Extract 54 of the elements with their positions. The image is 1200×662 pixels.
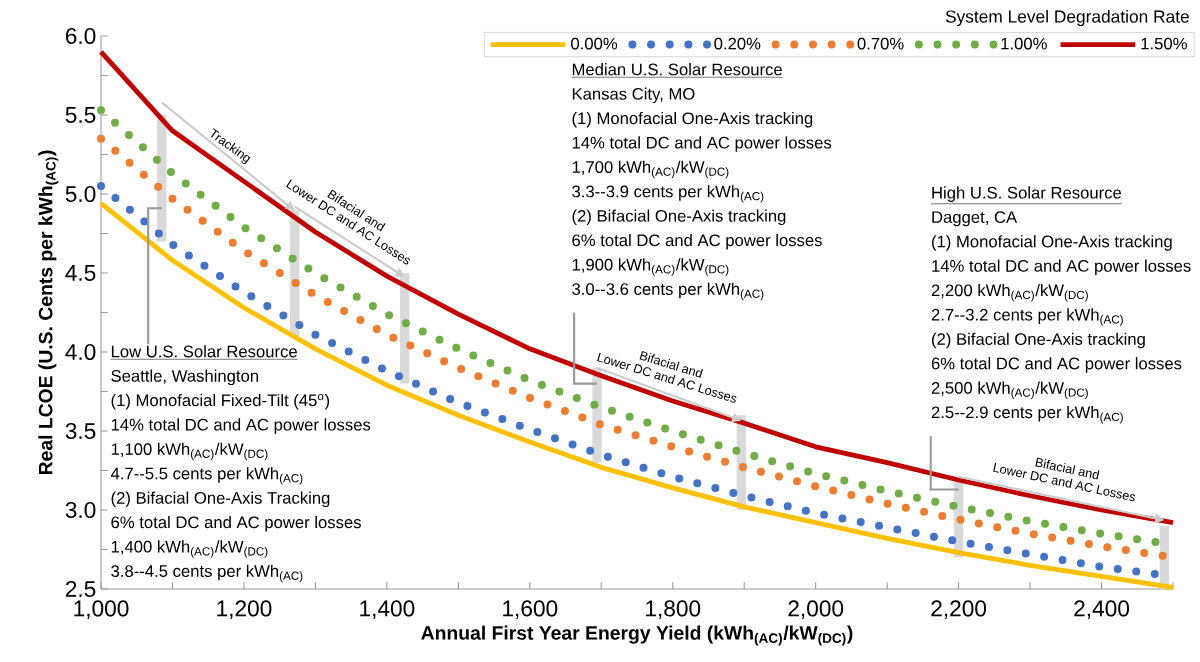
- legend-label: 1.50%: [1141, 37, 1187, 50]
- x-tick-label: 1,000: [74, 600, 129, 620]
- annotation: 4.7--5.5 cents per kWh$_{(AC)}$: [110, 467, 303, 485]
- annotation: (2) Bifacial One-Axis tracking: [932, 332, 1145, 349]
- x-tick-label: 2,000: [788, 600, 844, 620]
- annotation: 3.8--4.5 cents per kWh$_{(AC)}$: [111, 564, 303, 583]
- y-axis-title: Real LCOE (U.S. Cents per kWh$_{(AC)}$): [38, 150, 59, 475]
- annotation: Median U.S. Solar Resource: [572, 63, 782, 76]
- annotation: 2.5--2.9 cents per kWh$_{(AC)}$: [931, 405, 1123, 424]
- annotation: 2,200 kWh$_{(AC)}$/kW$_{(DC)}$: [931, 283, 1088, 302]
- annotation: Kansas City, MO: [572, 87, 695, 104]
- annotation: High U.S. Solar Resource: [932, 186, 1122, 202]
- annotation: (1) Monofacial One-Axis tracking: [572, 111, 813, 128]
- annotation: 6% total DC and AC power losses: [931, 357, 1182, 373]
- legend-label: 1.00%: [1001, 37, 1047, 50]
- annotation: Seattle, Washington: [111, 369, 258, 386]
- y-tick-label: 3.5: [65, 422, 96, 440]
- annotation: 1,900 kWh$_{(AC)}$/kW$_{(DC)}$: [572, 258, 729, 276]
- y-tick-label: 4.0: [65, 343, 96, 361]
- x-tick-label: 2,200: [931, 600, 987, 620]
- annotation: 1,700 kWh$_{(AC)}$/kW$_{(DC)}$: [572, 160, 729, 179]
- legend-label: 0.70%: [857, 37, 904, 50]
- annotation: Low U.S. Solar Resource: [111, 345, 297, 358]
- annotation: 14% total DC and AC power losses: [111, 418, 371, 434]
- legend-label: 0.20%: [714, 37, 761, 50]
- y-tick-label: 3.0: [65, 501, 96, 519]
- y-tick-label: 6.0: [65, 27, 96, 45]
- x-tick-label: 1,400: [360, 600, 415, 620]
- annotation: (1) Monofacial One-Axis tracking: [932, 235, 1172, 251]
- annotation: 3.0--3.6 cents per kWh$_{(AC)}$: [572, 282, 764, 301]
- annotation: 14% total DC and AC power losses: [932, 259, 1191, 276]
- legend-title: System Level Degradation Rate: [945, 9, 1189, 27]
- y-tick-label: 5.0: [65, 185, 96, 203]
- annotation: 2.7--3.2 cents per kWh$_{(AC)}$: [931, 308, 1123, 326]
- annotation: 6% total DC and AC power losses: [111, 515, 361, 532]
- annotation: 1,100 kWh$_{(AC)}$/kW$_{(DC)}$: [111, 442, 268, 461]
- annotation: 3.3--3.9 cents per kWh$_{(AC)}$: [572, 185, 764, 203]
- y-tick-label: 2.5: [65, 580, 96, 598]
- annotation: 2,500 kWh$_{(AC)}$/kW$_{(DC)}$: [931, 381, 1088, 400]
- annotation: 14% total DC and AC power losses: [572, 136, 832, 152]
- x-tick-label: 1,800: [646, 600, 701, 620]
- x-tick-label: 1,200: [217, 600, 272, 620]
- annotation: (2) Bifacial One-Axis Tracking: [111, 491, 330, 508]
- annotation: (2) Bifacial One-Axis tracking: [572, 209, 786, 226]
- x-axis-title: Annual First Year Energy Yield (kWh$_{(AC)}$/kW$_{(DC)}$): [421, 625, 853, 646]
- annotation: 6% total DC and AC power losses: [572, 233, 822, 250]
- x-tick-label: 2,400: [1074, 600, 1130, 620]
- legend-label: 0.00%: [571, 37, 618, 50]
- y-tick-label: 4.5: [65, 265, 96, 281]
- annotation: Dagget, CA: [932, 211, 1018, 227]
- x-tick-label: 1,600: [503, 600, 558, 620]
- annotation: 1,400 kWh$_{(AC)}$/kW$_{(DC)}$: [111, 540, 268, 558]
- annotation: (1) Monofacial Fixed-Tilt (45$^{o}$): [111, 393, 330, 410]
- y-tick-label: 5.5: [65, 107, 96, 123]
